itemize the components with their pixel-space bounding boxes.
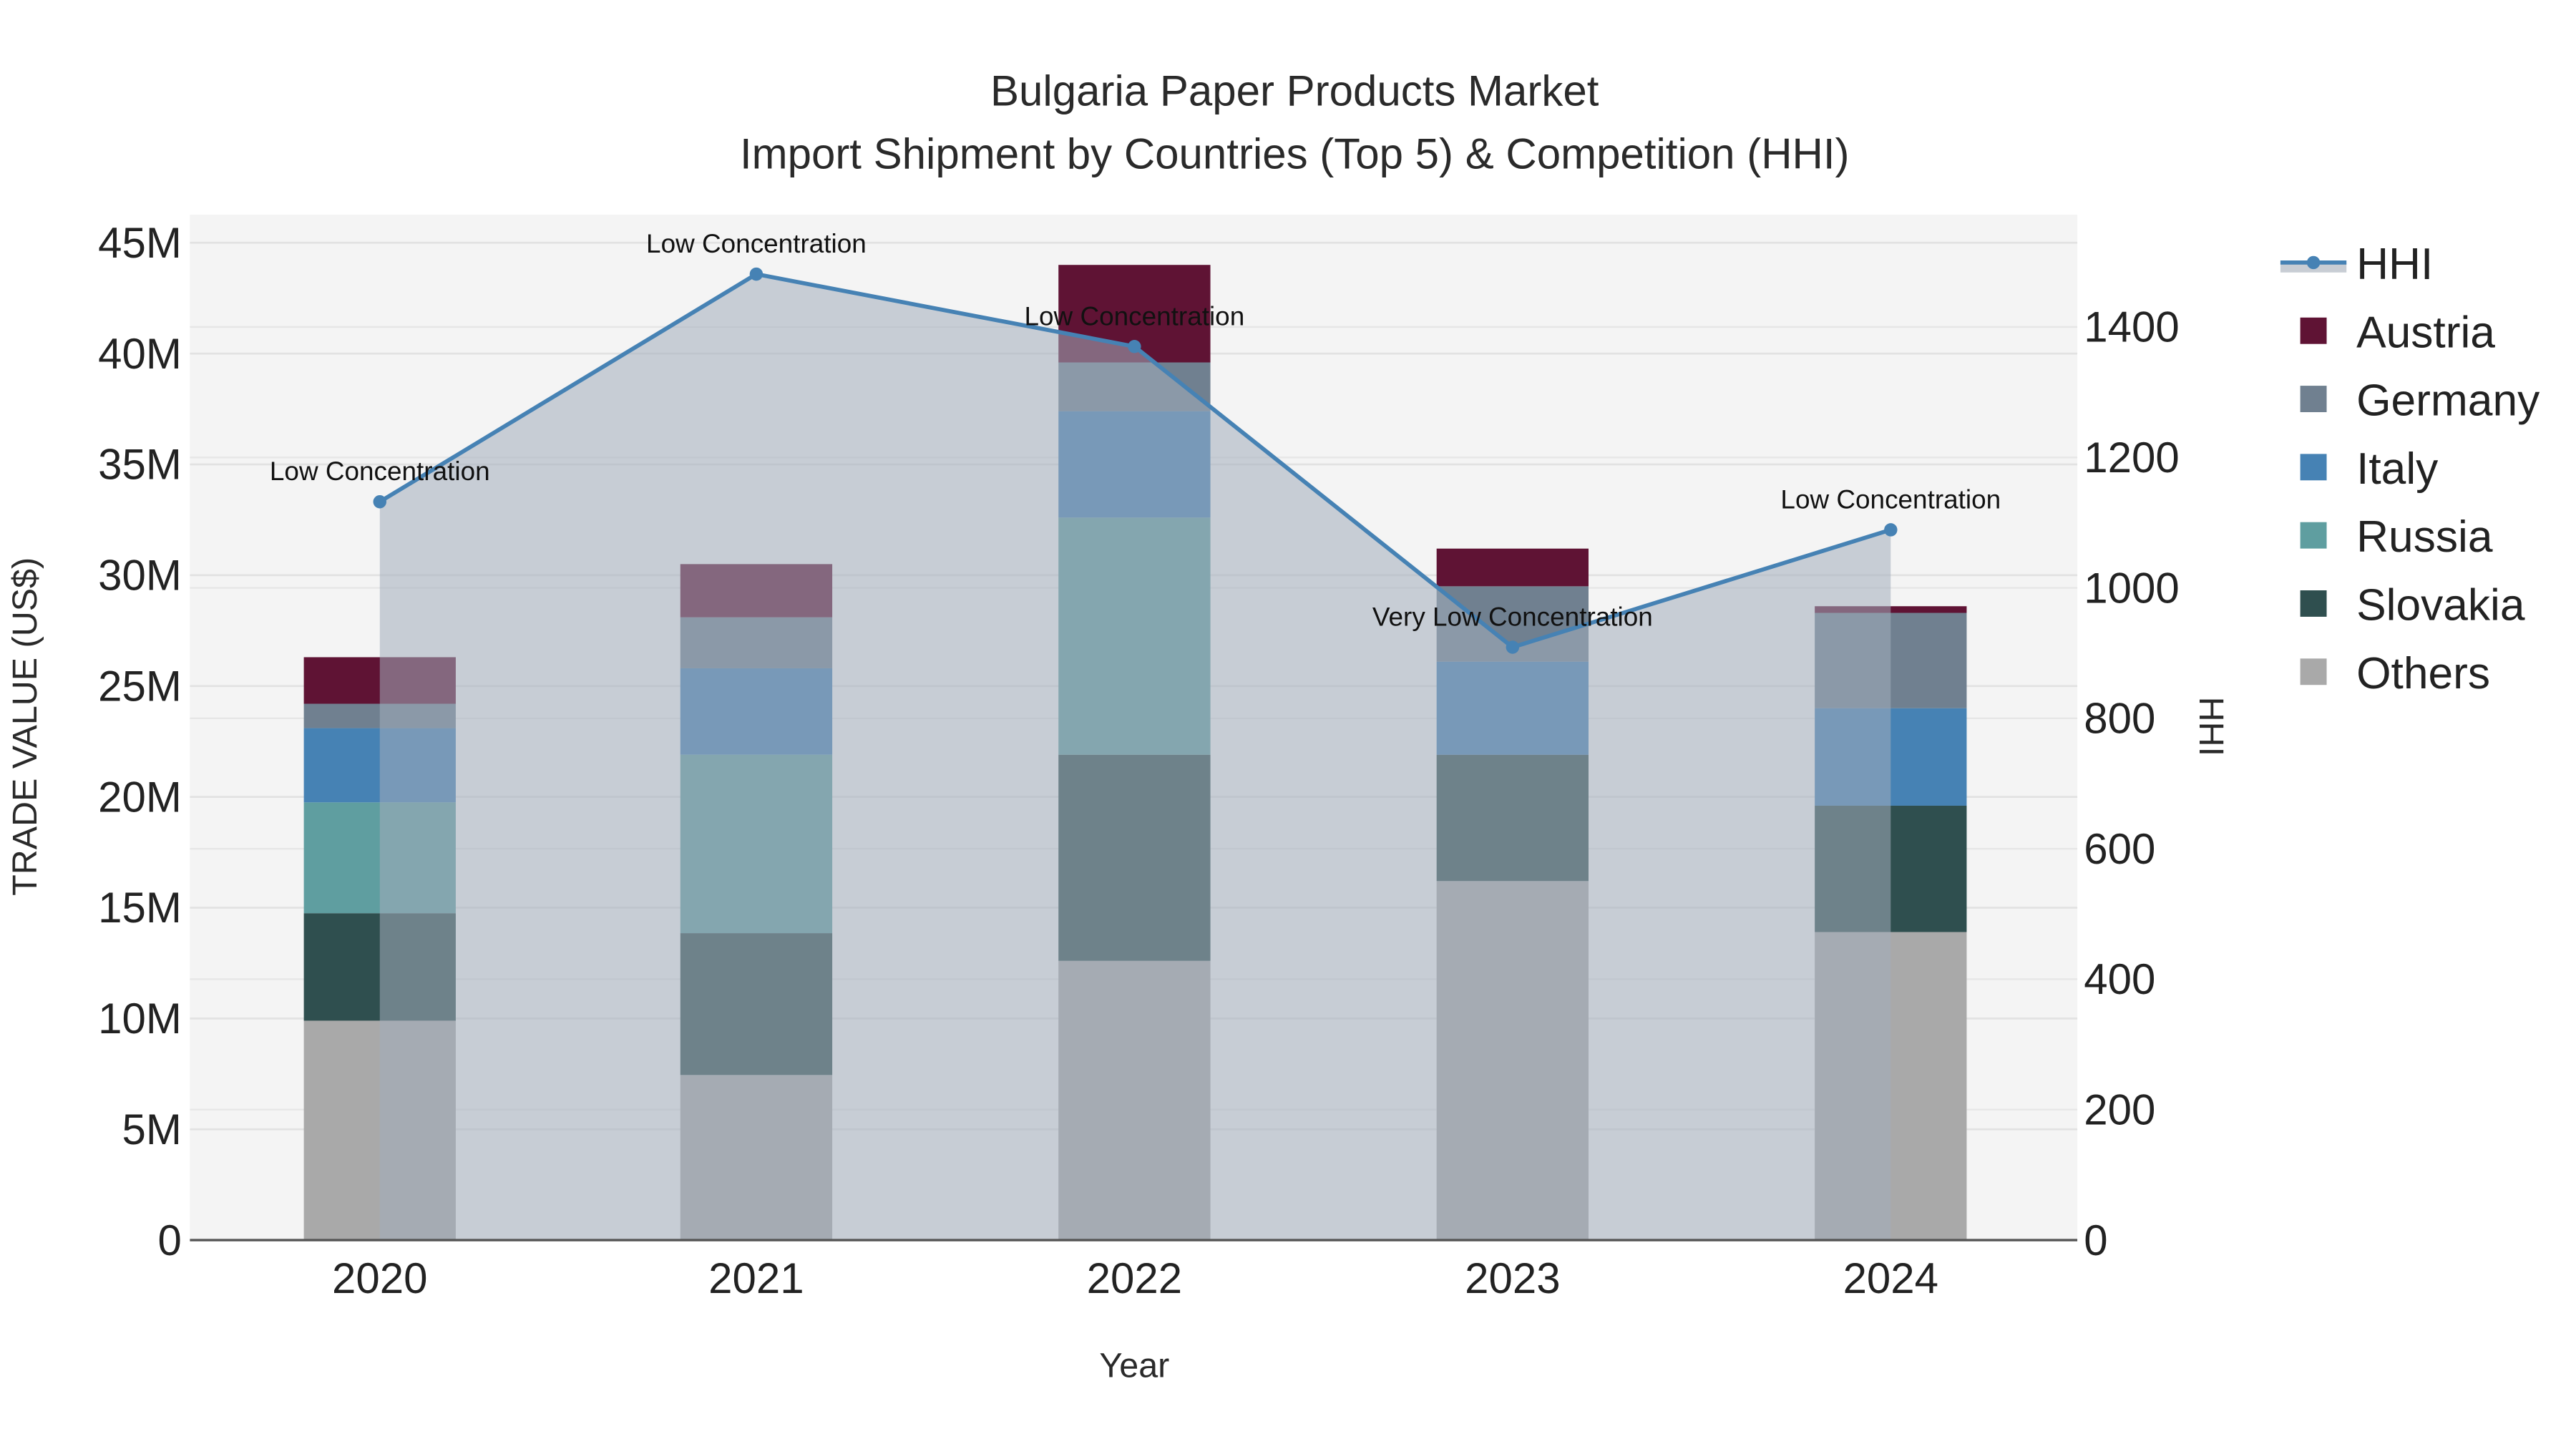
legend-swatch-russia[interactable]	[2300, 522, 2327, 549]
hhi-annotation: Low Concentration	[1780, 484, 2001, 514]
y2-tick-label: 1400	[2084, 303, 2179, 351]
legend-swatch-austria[interactable]	[2300, 317, 2327, 344]
chart-subtitle: Import Shipment by Countries (Top 5) & C…	[740, 130, 1850, 177]
x-axis-label: Year	[1099, 1347, 1169, 1385]
y-tick-label: 40M	[98, 330, 182, 378]
legend-label[interactable]: Slovakia	[2356, 581, 2525, 630]
legend-label[interactable]: Austria	[2356, 308, 2495, 357]
chart-title: Bulgaria Paper Products Market	[990, 67, 1599, 115]
legend-label[interactable]: Others	[2356, 649, 2490, 698]
legend-swatch-others[interactable]	[2300, 658, 2327, 686]
x-tick-label: 2021	[708, 1254, 804, 1302]
legend-swatch-slovakia[interactable]	[2300, 590, 2327, 617]
x-tick-label: 2020	[332, 1254, 427, 1302]
legend-hhi-marker	[2306, 255, 2321, 270]
hhi-point[interactable]	[1128, 340, 1141, 353]
y-tick-label: 5M	[122, 1106, 181, 1153]
x-tick-label: 2024	[1843, 1254, 1938, 1302]
y2-tick-label: 200	[2084, 1086, 2155, 1134]
bar-austria[interactable]	[1436, 548, 1589, 587]
hhi-annotation: Low Concentration	[1025, 301, 1245, 331]
x-tick-label: 2022	[1087, 1254, 1182, 1302]
y2-tick-label: 400	[2084, 955, 2155, 1003]
y-tick-label: 0	[157, 1216, 181, 1264]
hhi-annotation: Low Concentration	[270, 457, 490, 486]
y-tick-label: 35M	[98, 441, 182, 489]
x-tick-label: 2023	[1465, 1254, 1560, 1302]
legend-label[interactable]: HHI	[2356, 240, 2433, 289]
y2-tick-label: 1200	[2084, 434, 2179, 482]
y2-tick-label: 1000	[2084, 564, 2179, 612]
hhi-point[interactable]	[1506, 640, 1520, 654]
y-tick-label: 15M	[98, 884, 182, 932]
y-axis-label: TRADE VALUE (US$)	[6, 557, 44, 896]
y2-axis-label: HHI	[2192, 697, 2230, 756]
legend-swatch-italy[interactable]	[2300, 454, 2327, 481]
hhi-point[interactable]	[1884, 523, 1898, 537]
y2-tick-label: 800	[2084, 695, 2155, 743]
y-tick-label: 20M	[98, 773, 182, 821]
hhi-point[interactable]	[749, 267, 763, 281]
hhi-area	[379, 274, 1891, 1241]
y2-tick-label: 600	[2084, 825, 2155, 873]
y-tick-label: 30M	[98, 552, 182, 600]
y-tick-label: 45M	[98, 219, 182, 267]
y2-tick-label: 0	[2084, 1216, 2107, 1264]
hhi-point[interactable]	[373, 494, 386, 509]
legend-label[interactable]: Germany	[2356, 376, 2540, 426]
hhi-annotation: Low Concentration	[646, 229, 867, 258]
hhi-annotation: Very Low Concentration	[1372, 602, 1653, 631]
y-tick-label: 10M	[98, 995, 182, 1043]
legend-label[interactable]: Italy	[2356, 444, 2439, 494]
legend-label[interactable]: Russia	[2356, 512, 2493, 562]
legend-swatch-germany[interactable]	[2300, 386, 2327, 412]
y-tick-label: 25M	[98, 662, 182, 710]
